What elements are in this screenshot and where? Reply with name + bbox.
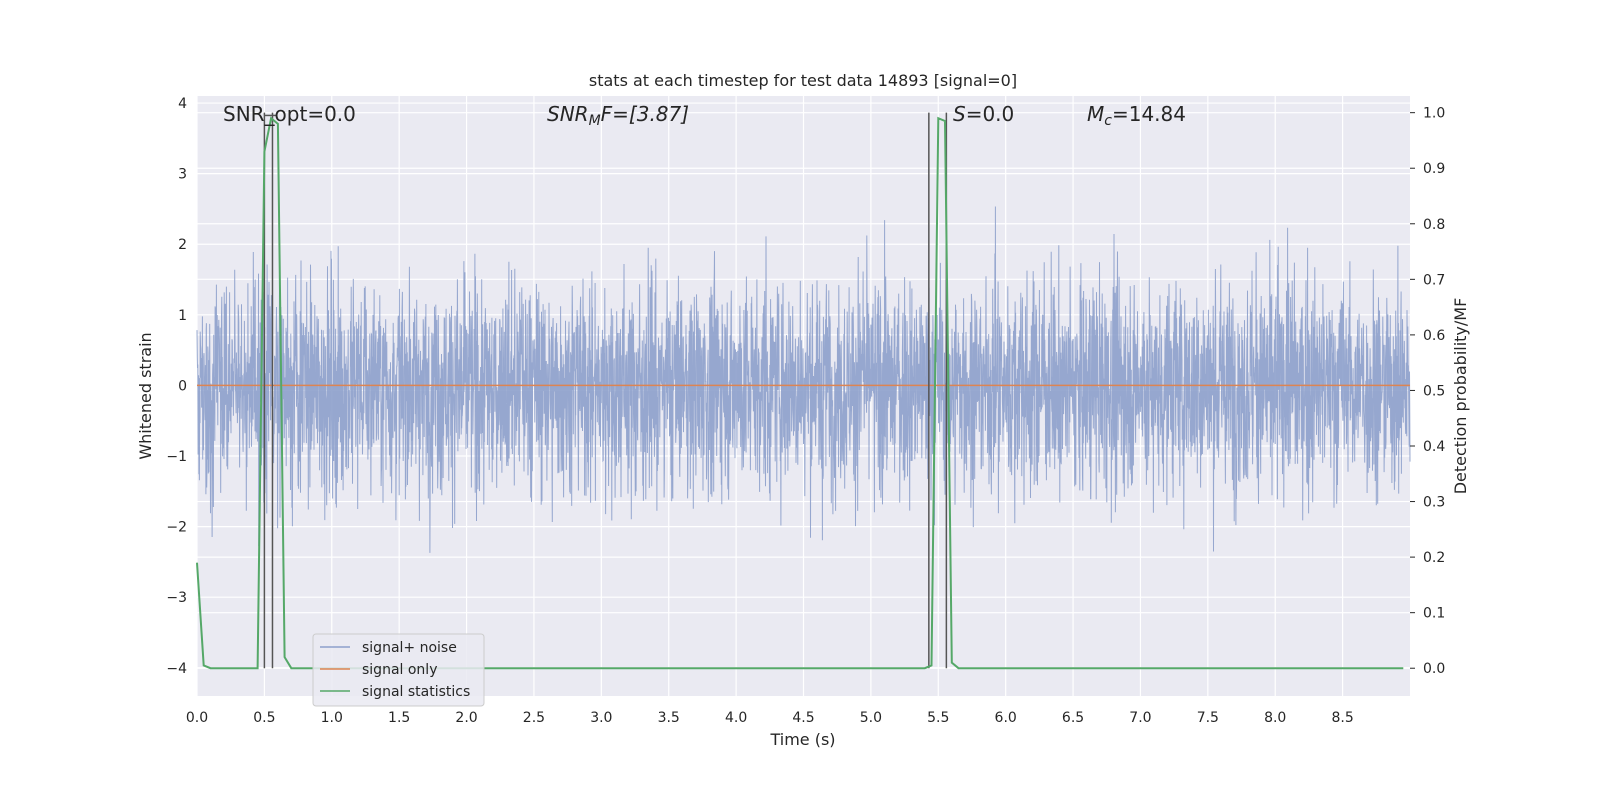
y-tick-label: 1 [178, 308, 187, 324]
y-tick-label: −2 [166, 520, 187, 536]
annotation-s: S=0.0 [953, 102, 1014, 126]
x-tick-label: 4.0 [725, 710, 747, 726]
annotation-mc-main: M [1087, 102, 1104, 126]
y-right-tick-label: 0.4 [1423, 439, 1445, 455]
annotation-mc-tail: =14.84 [1112, 102, 1186, 126]
x-tick-label: 7.5 [1197, 710, 1219, 726]
y-tick-label: −3 [166, 590, 187, 606]
y-tick-label: 3 [178, 167, 187, 183]
chart-title: stats at each timestep for test data 148… [589, 71, 1017, 90]
legend-label-signal-statistics: signal statistics [362, 684, 470, 700]
legend: signal+ noise signal only signal statist… [312, 633, 485, 707]
x-tick-label: 6.5 [1062, 710, 1084, 726]
x-tick-label: 3.0 [590, 710, 612, 726]
x-tick-label: 4.5 [792, 710, 814, 726]
y-tick-label: 4 [178, 96, 187, 112]
x-tick-label: 3.5 [658, 710, 680, 726]
annotation-snr-mf-main: SNR [547, 102, 589, 126]
annotation-snr-mf-sub: M [589, 113, 601, 129]
annotation-s-tail: =0.0 [966, 102, 1015, 126]
y-right-tick-label: 0.1 [1423, 606, 1445, 622]
x-axis-label: Time (s) [769, 730, 835, 749]
y-tick-label: −1 [166, 449, 187, 465]
annotation-snr-mf-tail: F=[3.87] [601, 102, 689, 126]
x-tick-label: 5.0 [860, 710, 882, 726]
x-tick-label: 2.5 [523, 710, 545, 726]
legend-label-signal-only: signal only [362, 662, 437, 678]
y-tick-label: 2 [178, 237, 187, 253]
y-right-tick-label: 0.2 [1423, 550, 1445, 566]
legend-label-signal-noise: signal+ noise [362, 640, 457, 656]
y-right-tick-label: 1.0 [1423, 106, 1445, 122]
legend-box [312, 633, 485, 707]
y-tick-label: 0 [178, 378, 187, 394]
x-tick-label: 5.5 [927, 710, 949, 726]
y-right-tick-label: 0.6 [1423, 328, 1445, 344]
annotation-snr-mf: SNRMF=[3.87] [547, 102, 689, 129]
annotation-snr-opt: SNR_opt=0.0 [223, 102, 356, 126]
y-axis-ticks: −4 −3 −2 −1 0 1 2 3 4 [166, 96, 187, 677]
x-axis-ticks: 0.0 0.5 1.0 1.5 2.0 2.5 3.0 3.5 4.0 4.5 5.0 5.5 6.0 6… [186, 710, 1354, 726]
x-tick-label: 6.0 [995, 710, 1017, 726]
y-right-tick-label: 0.3 [1423, 495, 1445, 511]
y-right-tick-label: 0.0 [1423, 661, 1445, 677]
y-right-axis-label: Detection probability/MF [1451, 298, 1470, 495]
y-right-tick-label: 0.5 [1423, 383, 1445, 399]
x-tick-label: 7.0 [1129, 710, 1151, 726]
annotation-mc-sub: c [1104, 113, 1112, 129]
x-tick-label: 8.5 [1331, 710, 1353, 726]
x-tick-label: 1.5 [388, 710, 410, 726]
y-right-tick-label: 0.8 [1423, 217, 1445, 233]
noise-line [196, 206, 1411, 553]
x-tick-label: 0.0 [186, 710, 208, 726]
annotation-s-main: S [953, 102, 966, 126]
x-tick-label: 0.5 [253, 710, 275, 726]
x-tick-label: 1.0 [321, 710, 343, 726]
annotation-mc: Mc=14.84 [1087, 102, 1186, 129]
y-right-axis-ticks: 0.0 0.1 0.2 0.3 0.4 0.5 0.6 0.7 0.8 0.9 1.0 [1410, 106, 1445, 677]
y-right-tick-label: 0.9 [1423, 161, 1445, 177]
x-tick-label: 8.0 [1264, 710, 1286, 726]
noise-series [196, 206, 1411, 553]
y-right-tick-label: 0.7 [1423, 272, 1445, 288]
y-tick-label: −4 [166, 661, 187, 677]
x-tick-label: 2.0 [455, 710, 477, 726]
y-axis-label: Whitened strain [136, 332, 155, 459]
